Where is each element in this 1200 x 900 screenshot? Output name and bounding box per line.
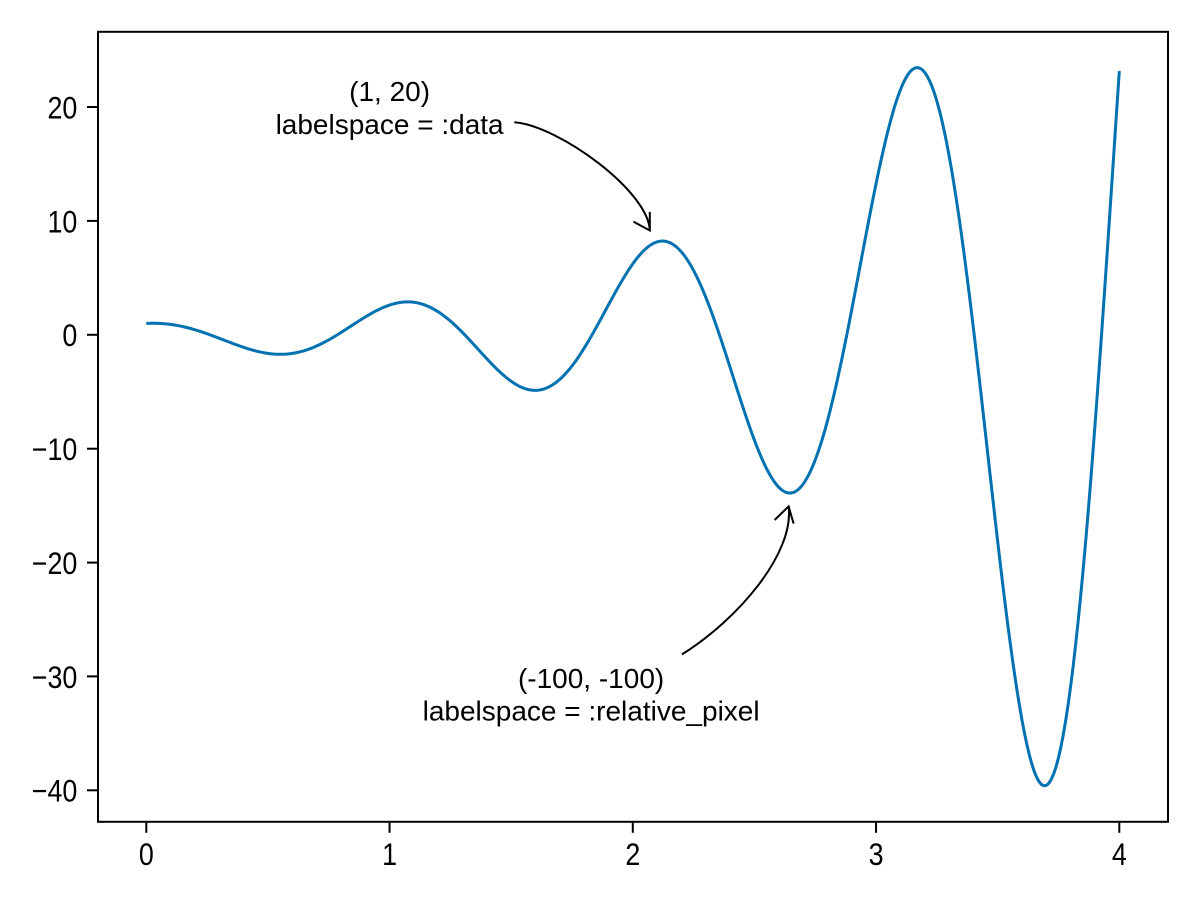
svg-text:10: 10 <box>47 205 77 239</box>
svg-text:1: 1 <box>382 838 397 872</box>
svg-text:(1, 20): (1, 20) <box>349 76 430 107</box>
svg-text:2: 2 <box>625 838 640 872</box>
svg-text:20: 20 <box>47 92 77 126</box>
svg-text:−10: −10 <box>32 433 78 467</box>
svg-text:labelspace = :relative_pixel: labelspace = :relative_pixel <box>423 696 760 727</box>
svg-text:−30: −30 <box>32 661 78 695</box>
svg-text:0: 0 <box>62 319 77 353</box>
svg-text:4: 4 <box>1112 838 1127 872</box>
svg-text:(-100, -100): (-100, -100) <box>518 663 664 694</box>
svg-text:−40: −40 <box>32 775 78 809</box>
svg-text:labelspace = :data: labelspace = :data <box>276 109 504 140</box>
svg-text:0: 0 <box>139 838 154 872</box>
svg-text:3: 3 <box>869 838 884 872</box>
svg-text:−20: −20 <box>32 547 78 581</box>
